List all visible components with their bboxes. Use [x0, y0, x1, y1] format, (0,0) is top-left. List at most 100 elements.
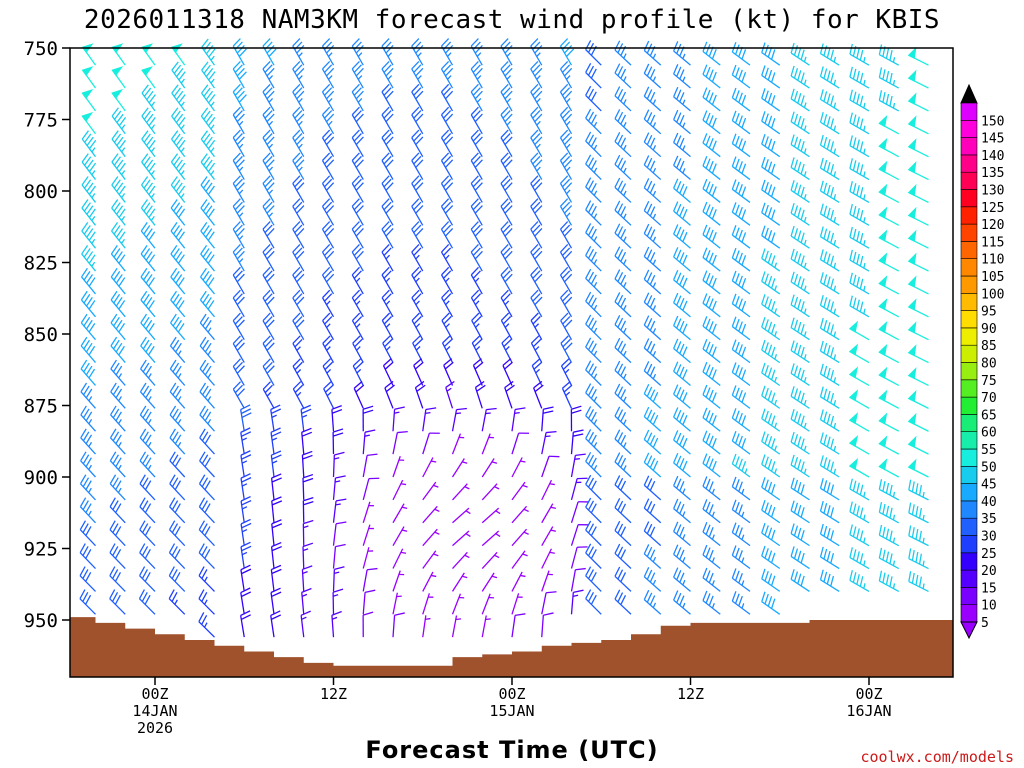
wind-barb — [362, 501, 374, 523]
wind-barb — [819, 134, 840, 158]
wind-barb — [381, 129, 394, 158]
wind-barb — [907, 229, 929, 249]
wind-barb — [559, 60, 573, 89]
wind-barb — [848, 343, 870, 364]
wind-barb — [614, 360, 632, 386]
wind-barb — [878, 275, 900, 295]
wind-barb — [849, 272, 870, 295]
wind-barb — [139, 451, 156, 478]
wind-barb — [111, 66, 126, 89]
wind-barb — [761, 316, 781, 341]
wind-barb — [643, 178, 662, 203]
wind-barb — [819, 432, 840, 455]
wind-barb — [170, 313, 186, 341]
wind-barb — [849, 570, 870, 592]
wind-barb — [440, 175, 454, 203]
colorbar-label: 95 — [981, 305, 997, 320]
wind-barb — [585, 177, 602, 203]
wind-barb — [262, 289, 275, 318]
wind-barb — [643, 292, 662, 318]
wind-barb — [470, 38, 483, 66]
wind-barb — [673, 315, 691, 341]
wind-barb — [731, 476, 751, 501]
wind-barb — [731, 41, 751, 66]
wind-barb — [140, 244, 156, 272]
wind-barb — [110, 244, 126, 272]
wind-barb — [111, 89, 126, 112]
wind-barb — [292, 198, 305, 226]
wind-barb — [169, 474, 186, 501]
wind-barb — [199, 405, 215, 432]
wind-barb — [907, 92, 929, 112]
y-tick-label: 825 — [24, 253, 58, 275]
wind-barb — [673, 453, 691, 478]
wind-barb — [761, 522, 781, 547]
wind-barb — [322, 358, 335, 386]
wind-barb — [170, 244, 186, 272]
wind-barb — [422, 407, 437, 432]
colorbar-swatch — [960, 206, 978, 225]
colorbar-swatch — [960, 310, 978, 329]
colorbar-label: 20 — [981, 564, 997, 579]
wind-barb — [169, 451, 186, 478]
wind-barb — [262, 266, 275, 295]
wind-barb — [819, 203, 840, 226]
wind-barb — [530, 266, 543, 295]
wind-barb — [673, 407, 691, 432]
wind-barb — [761, 408, 781, 432]
wind-barb — [139, 566, 156, 592]
wind-barb — [559, 106, 573, 135]
wind-barb — [849, 547, 870, 570]
wind-barb — [262, 312, 275, 341]
wind-barb — [139, 382, 156, 409]
wind-barb — [382, 335, 394, 363]
wind-barb — [351, 289, 364, 318]
wind-barb — [381, 106, 394, 135]
wind-barb — [761, 339, 781, 364]
wind-barb — [392, 406, 405, 432]
wind-barb — [878, 90, 900, 112]
colorbar-over-arrow — [960, 83, 978, 104]
wind-barb — [570, 567, 586, 592]
wind-barb — [240, 427, 252, 455]
wind-barb — [470, 83, 483, 112]
wind-barb — [232, 221, 245, 249]
wind-barb — [351, 243, 364, 272]
wind-barb — [139, 474, 156, 501]
wind-barb — [643, 498, 662, 524]
x-tick-label: 00Z — [498, 685, 525, 703]
wind-barb — [321, 198, 335, 226]
wind-barb — [321, 289, 335, 318]
wind-barb — [819, 409, 840, 432]
wind-barb — [292, 358, 305, 386]
wind-barb — [270, 564, 282, 592]
wind-barb — [907, 321, 929, 341]
wind-barb — [470, 152, 483, 180]
wind-barb — [702, 453, 721, 478]
wind-barb — [761, 225, 781, 249]
wind-barb — [198, 520, 215, 547]
wind-barb — [323, 381, 335, 409]
wind-barb — [702, 361, 721, 386]
wind-barb — [614, 200, 632, 226]
wind-barb — [422, 571, 437, 592]
wind-barb — [168, 566, 186, 592]
colorbar-label: 105 — [981, 270, 1004, 285]
wind-barb — [541, 430, 557, 455]
wind-barb — [140, 199, 156, 226]
wind-barb — [232, 243, 245, 272]
colorbar-label: 25 — [981, 547, 997, 562]
wind-barb — [878, 366, 900, 387]
wind-barb — [511, 432, 530, 455]
wind-barb — [262, 129, 275, 158]
wind-barb — [702, 499, 721, 524]
wind-barb — [848, 412, 870, 432]
wind-barb — [351, 38, 364, 66]
wind-barb — [614, 109, 632, 135]
wind-barb — [878, 570, 900, 592]
wind-barb — [474, 380, 486, 409]
wind-barb — [232, 266, 245, 295]
wind-barb — [559, 221, 573, 249]
wind-barb — [232, 152, 245, 180]
wind-barb — [907, 206, 929, 226]
